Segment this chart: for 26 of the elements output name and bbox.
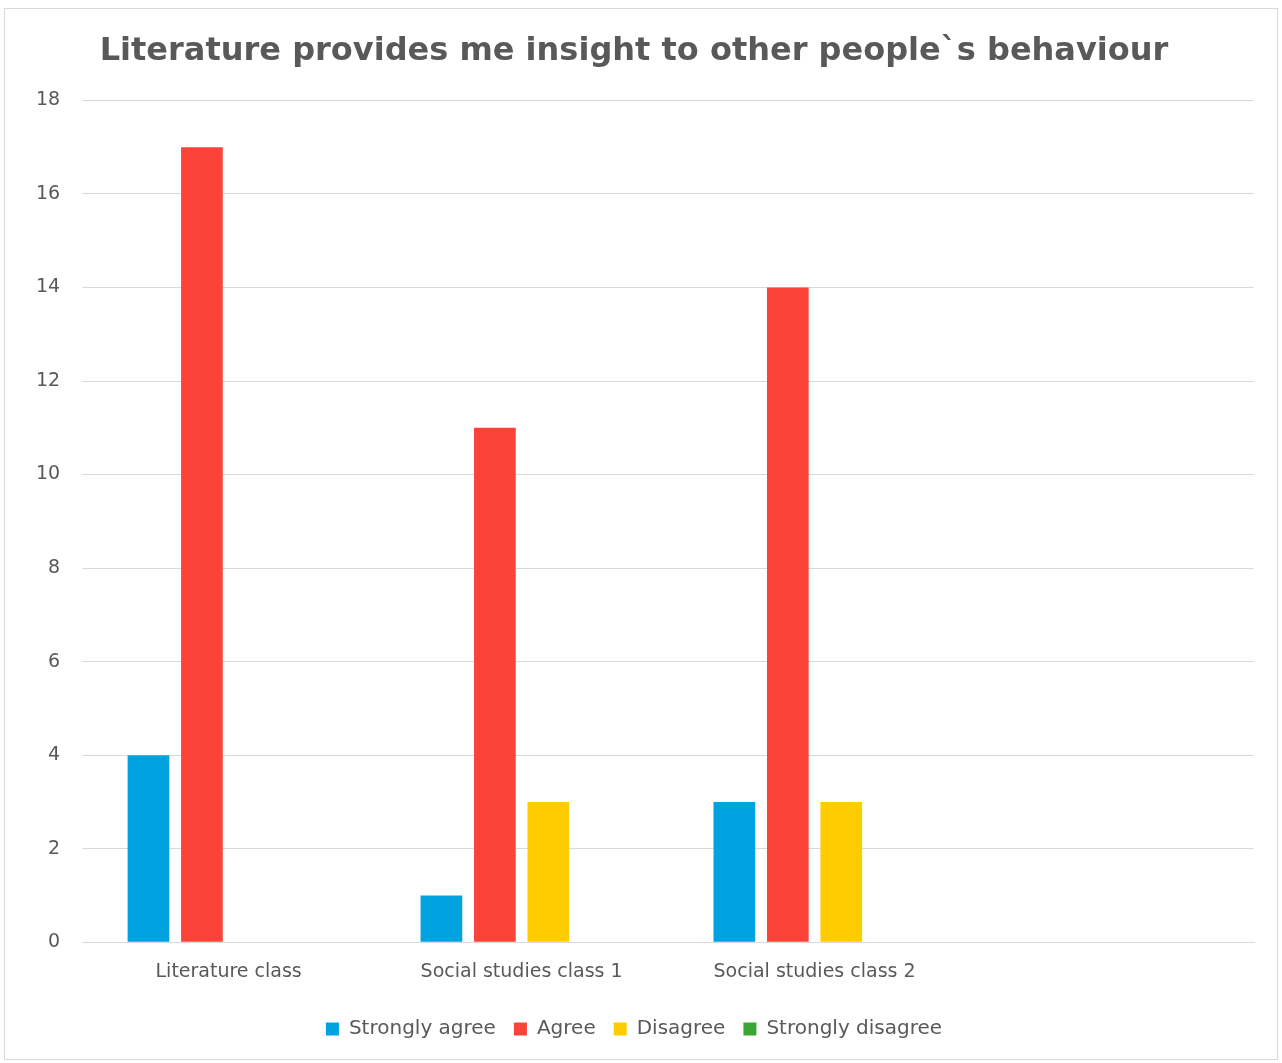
bar	[474, 427, 516, 942]
bar	[127, 755, 170, 942]
y-tick-label: 8	[48, 555, 61, 577]
legend-label: Agree	[536, 1015, 596, 1040]
y-tick-label: 18	[35, 87, 61, 110]
bar	[420, 895, 463, 942]
legend-label: Disagree	[636, 1015, 726, 1040]
x-tick-label: Social studies class 1	[420, 958, 623, 981]
bar	[527, 801, 570, 942]
chart-title: Literature provides me insight to other people`s behaviour	[99, 29, 1169, 68]
y-tick-label: 12	[35, 367, 61, 390]
y-tick-label: 4	[48, 742, 61, 765]
y-tick-label: 0	[48, 929, 61, 952]
y-tick-label: 6	[48, 648, 61, 671]
bar	[820, 801, 863, 942]
y-tick-label: 10	[35, 461, 61, 484]
x-tick-label: Literature class	[155, 958, 302, 981]
bar	[713, 801, 756, 942]
y-tick-label: 2	[48, 835, 61, 858]
y-tick-label: 14	[35, 274, 61, 297]
y-tick-label: 16	[35, 180, 61, 203]
legend-label: Strongly agree	[348, 1015, 496, 1040]
x-tick-label: Social studies class 2	[713, 958, 916, 981]
bar	[181, 147, 223, 942]
legend-label: Strongly disagree	[766, 1015, 943, 1040]
bar	[766, 287, 809, 942]
